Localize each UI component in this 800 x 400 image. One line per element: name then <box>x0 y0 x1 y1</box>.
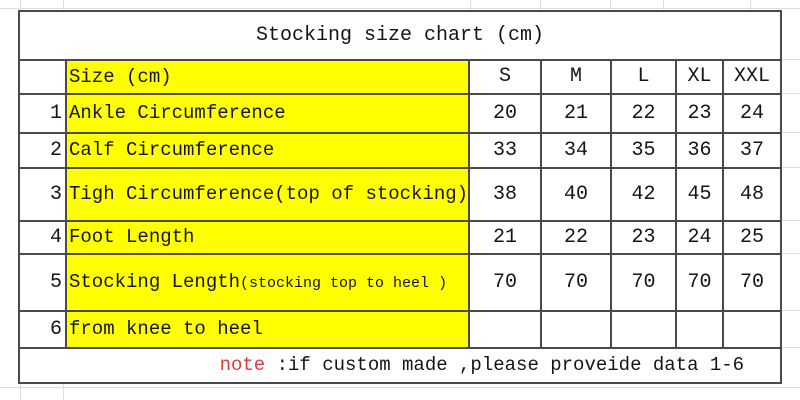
gridline <box>750 0 751 10</box>
value-cell: 33 <box>468 132 542 169</box>
table-row: 1 Ankle Circumference 20 21 22 23 24 <box>18 93 783 134</box>
value-cell: 70 <box>721 253 783 312</box>
gridline <box>0 8 800 9</box>
col-header-xl: XL <box>675 59 724 95</box>
row-number: 3 <box>18 167 67 222</box>
value-cell: 48 <box>721 167 783 222</box>
row-label-text: Calf Circumference <box>69 139 275 162</box>
value-cell: 23 <box>610 220 677 255</box>
table-title: Stocking size chart (cm) <box>17 10 783 61</box>
value-cell: 38 <box>468 167 542 222</box>
value-cell <box>675 310 724 349</box>
value-cell <box>540 310 612 349</box>
value-cell: 22 <box>540 220 612 255</box>
value-cell: 22 <box>610 93 677 134</box>
gridline <box>780 93 800 94</box>
row-label: Tigh Circumference(top of stocking) <box>65 167 470 222</box>
value-cell <box>721 310 783 349</box>
gridline <box>780 132 800 133</box>
value-cell <box>468 310 542 349</box>
value-cell: 23 <box>675 93 724 134</box>
row-number: 2 <box>18 132 67 169</box>
note-cell: note :if custom made ,please proveide da… <box>17 347 783 384</box>
value-cell: 21 <box>468 220 542 255</box>
value-cell: 24 <box>721 93 783 134</box>
gridline <box>780 310 800 311</box>
table-row: 5 Stocking Length(stocking top to heel )… <box>18 253 783 312</box>
col-header-m: M <box>540 59 612 95</box>
row-number: 6 <box>18 310 67 349</box>
value-cell: 20 <box>468 93 542 134</box>
row-label: Stocking Length(stocking top to heel ) <box>65 253 470 312</box>
value-cell: 70 <box>675 253 724 312</box>
note-text: :if custom made ,please proveide data 1-… <box>265 354 745 377</box>
size-header-cell: Size (cm) <box>65 59 470 95</box>
col-header-l: L <box>610 59 677 95</box>
value-cell: 36 <box>675 132 724 169</box>
row-number: 4 <box>18 220 67 255</box>
size-chart-table: Stocking size chart (cm) Size (cm) S M L… <box>17 10 783 384</box>
gridline <box>663 0 664 10</box>
col-header-s: S <box>468 59 542 95</box>
corner-cell <box>18 59 67 95</box>
row-label-text: Tigh Circumference(top of stocking) <box>69 183 469 206</box>
gridline <box>780 59 800 60</box>
value-cell: 70 <box>468 253 542 312</box>
note-row: note :if custom made ,please proveide da… <box>17 347 783 384</box>
table-row: 2 Calf Circumference 33 34 35 36 37 <box>18 132 783 169</box>
gridline <box>610 0 611 10</box>
row-label-text: Foot Length <box>69 226 195 249</box>
value-cell <box>610 310 677 349</box>
title-row: Stocking size chart (cm) <box>17 10 783 61</box>
table-row: 6 from knee to heel <box>18 310 783 349</box>
value-cell: 35 <box>610 132 677 169</box>
value-cell: 21 <box>540 93 612 134</box>
gridline <box>780 253 800 254</box>
value-cell: 40 <box>540 167 612 222</box>
value-cell: 34 <box>540 132 612 169</box>
note-label: note <box>219 354 266 377</box>
value-cell: 24 <box>675 220 724 255</box>
table-row: 3 Tigh Circumference(top of stocking) 38… <box>18 167 783 222</box>
row-label: Foot Length <box>65 220 470 255</box>
row-label: Ankle Circumference <box>65 93 470 134</box>
row-label-paren: (stocking top to heel ) <box>240 275 448 293</box>
row-label-text: from knee to heel <box>69 318 263 341</box>
gridline <box>780 347 800 348</box>
value-cell: 45 <box>675 167 724 222</box>
row-number: 1 <box>18 93 67 134</box>
value-cell: 70 <box>610 253 677 312</box>
value-cell: 42 <box>610 167 677 222</box>
value-cell: 70 <box>540 253 612 312</box>
col-header-xxl: XXL <box>721 59 783 95</box>
row-label-text: Stocking Length <box>69 271 241 294</box>
row-number: 5 <box>18 253 67 312</box>
gridline <box>540 0 541 10</box>
row-label: Calf Circumference <box>65 132 470 169</box>
gridline <box>470 0 471 10</box>
gridline <box>780 167 800 168</box>
row-label: from knee to heel <box>65 310 470 349</box>
row-label-text: Ankle Circumference <box>69 102 286 125</box>
gridline <box>0 387 800 388</box>
table-row: 4 Foot Length 21 22 23 24 25 <box>18 220 783 255</box>
value-cell: 25 <box>721 220 783 255</box>
gridline <box>780 220 800 221</box>
header-row: Size (cm) S M L XL XXL <box>18 59 783 95</box>
value-cell: 37 <box>721 132 783 169</box>
